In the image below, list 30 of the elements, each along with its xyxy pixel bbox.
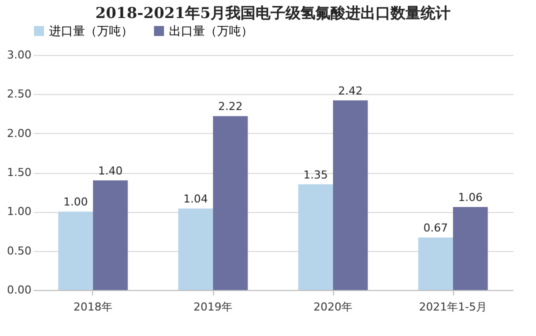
y-tick-label: 1.00	[7, 205, 32, 218]
bar	[298, 184, 333, 290]
x-tick-label: 2018年	[74, 300, 112, 314]
x-tick-label: 2020年	[314, 300, 352, 314]
data-label: 1.00	[63, 196, 88, 209]
legend-label: 出口量（万吨）	[169, 24, 253, 38]
data-label: 1.35	[303, 168, 328, 182]
chart-title: 2018-2021年5月我国电子级氢氟酸进出口数量统计	[95, 4, 451, 22]
bar	[453, 206, 488, 290]
legend-label: 进口量（万吨）	[49, 24, 133, 38]
x-tick-label: 2019年	[194, 300, 232, 314]
y-tick-label: 2.50	[7, 88, 32, 101]
data-label: 2.42	[338, 84, 363, 98]
bar	[93, 180, 128, 290]
data-label: 0.67	[423, 222, 448, 235]
data-label: 1.04	[183, 192, 208, 206]
y-tick-label: 1.50	[7, 166, 32, 179]
bar	[58, 212, 93, 290]
y-tick-label: 3.00	[7, 48, 32, 62]
y-tick-label: 0.00	[7, 284, 32, 296]
y-tick-label: 2.00	[7, 126, 32, 140]
bar	[178, 208, 213, 290]
bar	[213, 116, 248, 290]
data-label: 1.06	[458, 190, 483, 204]
x-tick-label: 2021年1-5月	[419, 300, 487, 314]
y-tick-label: 0.50	[7, 244, 32, 258]
data-label: 1.40	[98, 164, 123, 178]
data-label: 2.22	[218, 100, 243, 114]
bar	[333, 100, 368, 290]
bar	[418, 238, 453, 290]
